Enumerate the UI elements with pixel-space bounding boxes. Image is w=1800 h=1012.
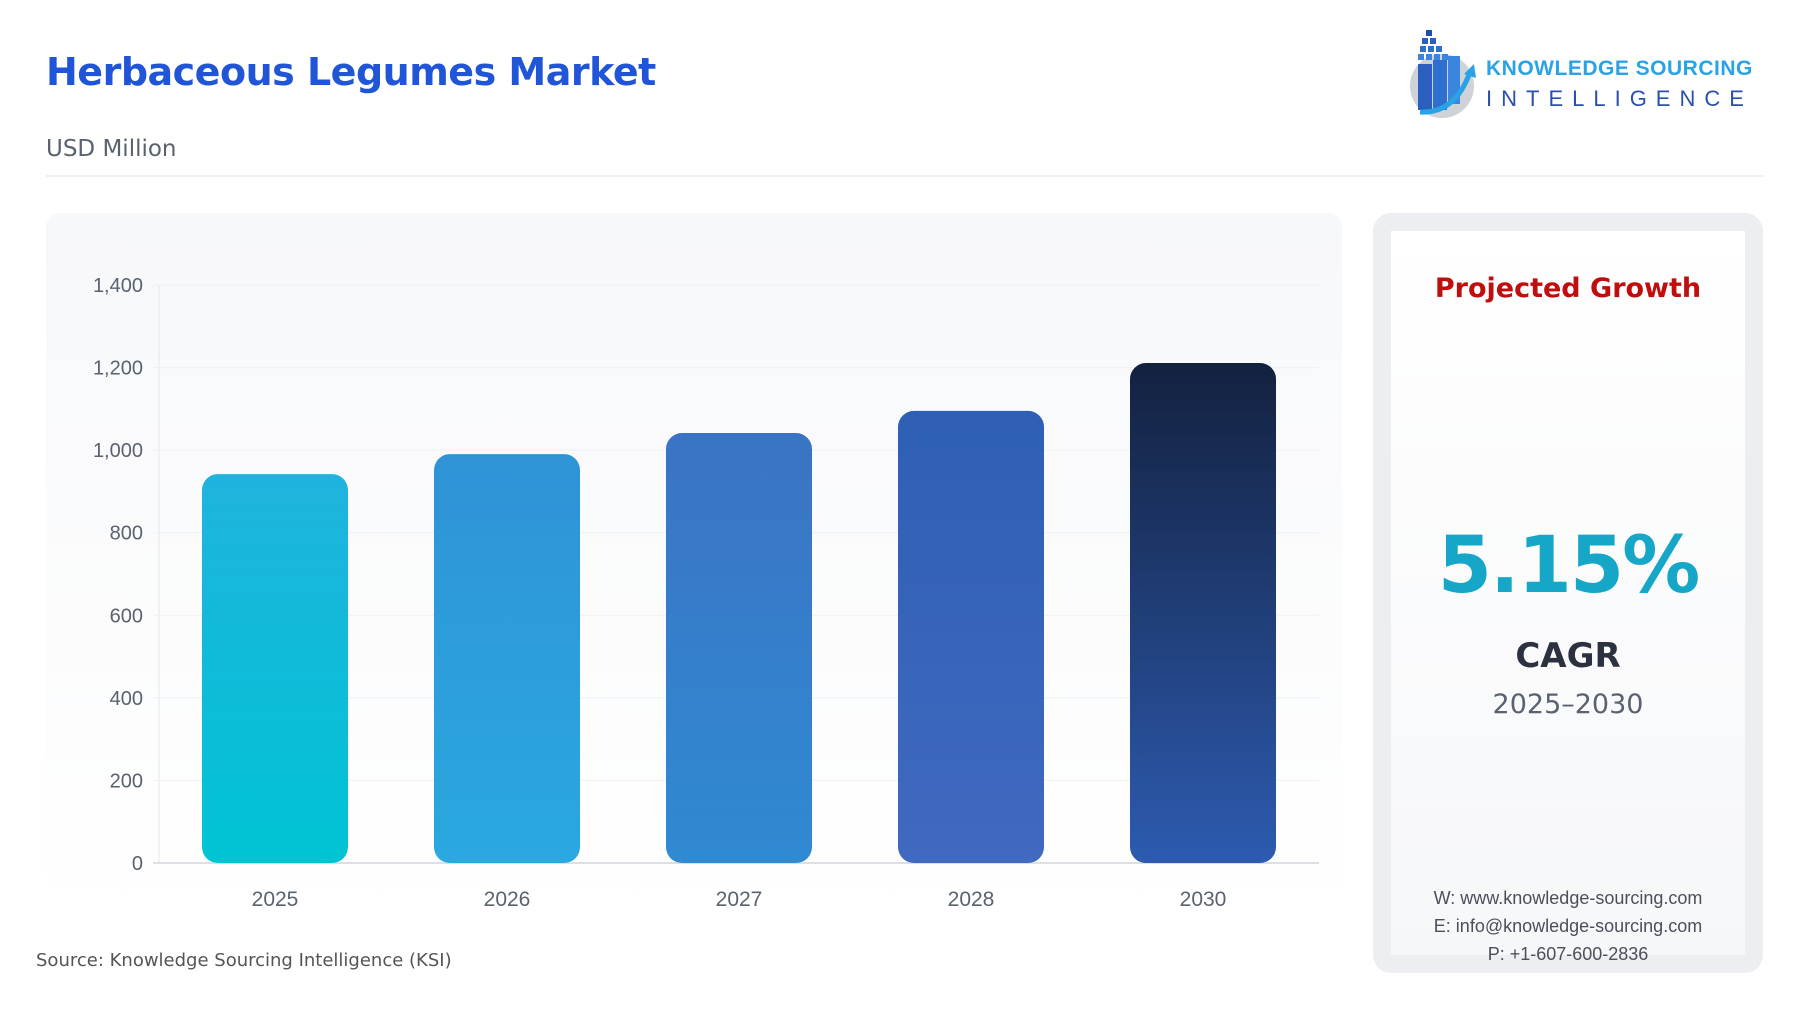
- y-tick-label: 200: [110, 770, 143, 792]
- growth-panel: Projected Growth 5.15% CAGR 2025–2030 W:…: [1373, 213, 1763, 973]
- contact-email[interactable]: E: info@knowledge-sourcing.com: [1433, 916, 1703, 936]
- y-tick-label: 800: [110, 523, 143, 545]
- company-logo: KNOWLEDGE SOURCING INTELLIGENCE: [1400, 24, 1770, 119]
- growth-heading: Projected Growth: [1434, 273, 1702, 304]
- x-tick-label: 2027: [716, 888, 763, 911]
- cagr-period: 2025–2030: [1492, 689, 1644, 720]
- y-tick-label: 1,200: [93, 358, 143, 380]
- bar-2030: [1130, 363, 1276, 863]
- y-tick-label: 1,000: [93, 440, 143, 462]
- y-tick-label: 0: [132, 853, 143, 875]
- source-note: Source: Knowledge Sourcing Intelligence …: [36, 950, 452, 971]
- x-tick-label: 2026: [484, 888, 531, 911]
- x-tick-label: 2025: [252, 888, 299, 911]
- y-tick-label: 1,400: [93, 275, 143, 297]
- contact-phone: P: +1-607-600-2836: [1487, 944, 1649, 964]
- x-tick-label: 2030: [1180, 888, 1227, 911]
- cagr-label: CAGR: [1515, 636, 1621, 676]
- logo-text-line2: INTELLIGENCE: [1486, 86, 1753, 111]
- bar-2027: [666, 433, 812, 863]
- bar-chart: 0 200 400 600 800 1,000 1,200 1,400 2025 2026 2027…: [93, 275, 1319, 911]
- logo-text-line1: KNOWLEDGE SOURCING: [1486, 57, 1753, 80]
- cagr-value: 5.15%: [1437, 521, 1701, 611]
- bar-2025: [202, 474, 348, 863]
- unit-label: USD Million: [46, 136, 177, 162]
- logo-icon: [1410, 30, 1476, 118]
- x-tick-label: 2028: [948, 888, 995, 911]
- page-title: Herbaceous Legumes Market: [46, 50, 656, 94]
- y-tick-label: 600: [110, 605, 143, 627]
- bar-2028: [898, 410, 1044, 863]
- contact-website[interactable]: W: www.knowledge-sourcing.com: [1433, 888, 1703, 908]
- bar-2026: [434, 454, 580, 863]
- y-tick-label: 400: [110, 688, 143, 710]
- header-divider: [46, 175, 1763, 177]
- chart-panel: 0 200 400 600 800 1,000 1,200 1,400 2025 2026 2027…: [46, 213, 1342, 923]
